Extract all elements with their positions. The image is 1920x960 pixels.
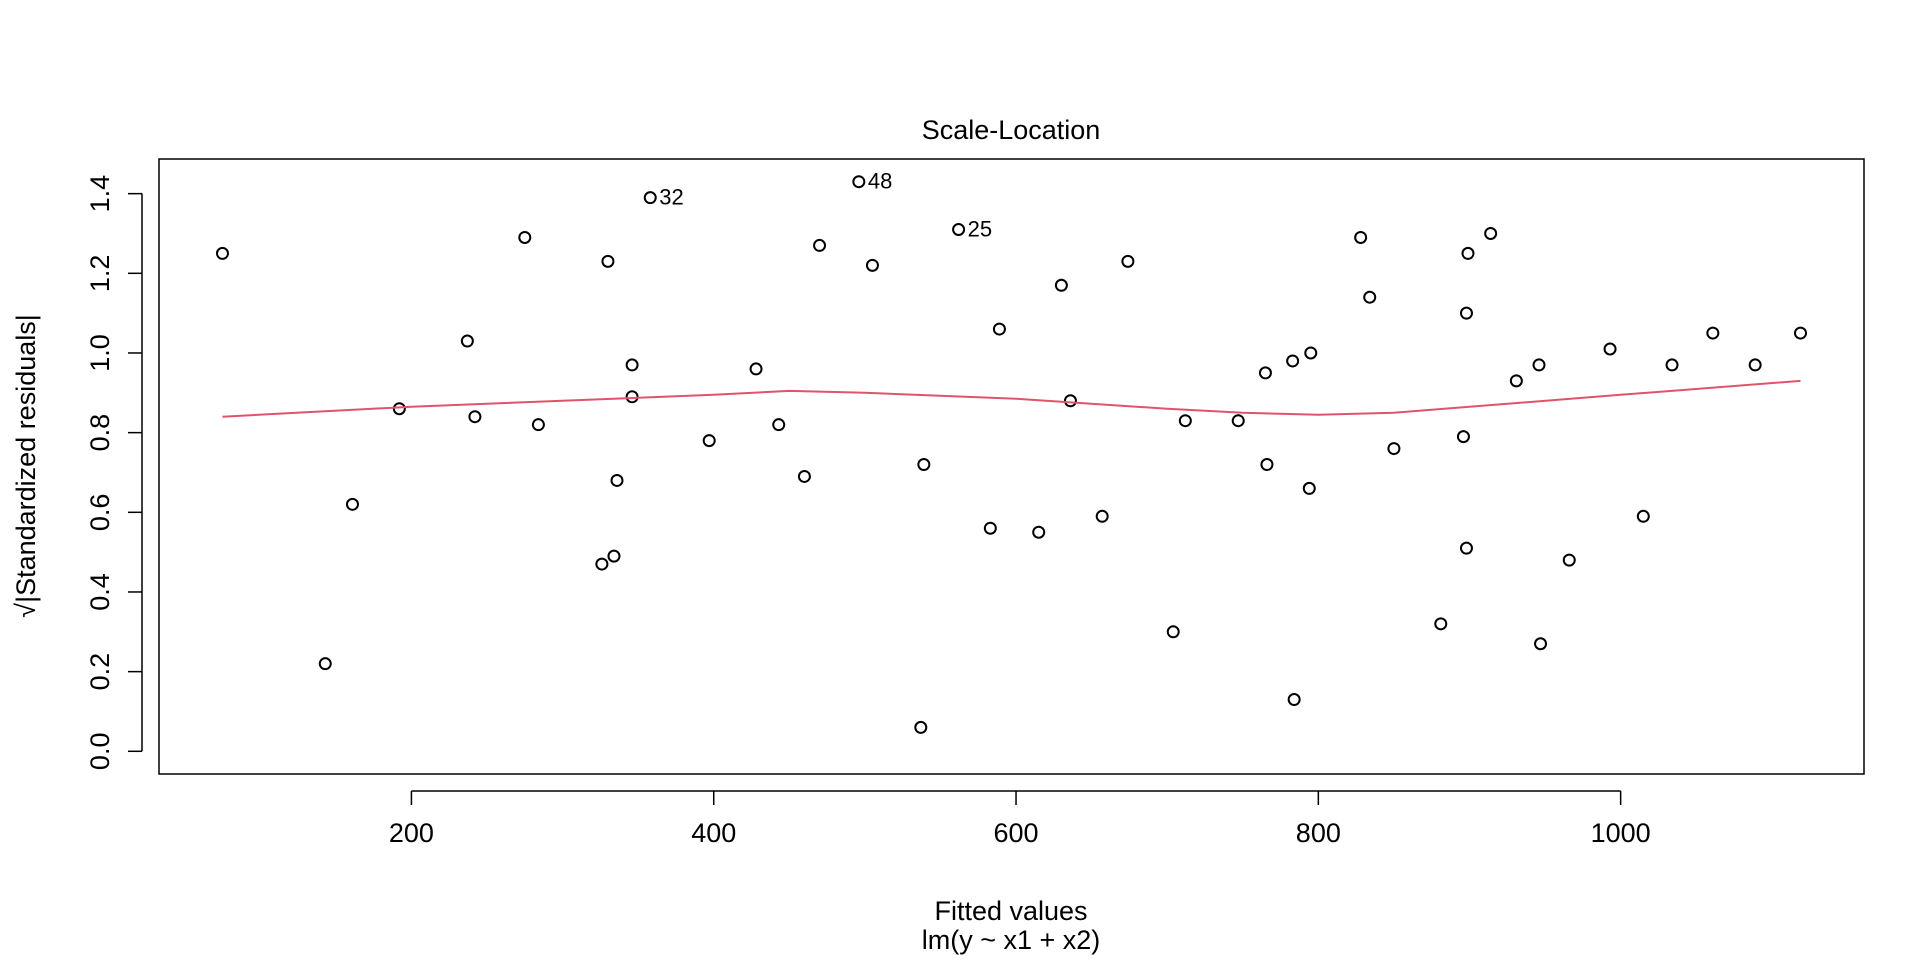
point [1054, 278, 1068, 292]
point [1178, 414, 1192, 428]
point [1562, 553, 1576, 567]
point [610, 473, 624, 487]
point [1363, 290, 1377, 304]
point [1461, 246, 1475, 260]
point [749, 362, 763, 376]
point [1532, 358, 1546, 372]
point [1434, 617, 1448, 631]
point [772, 418, 786, 432]
point [460, 334, 474, 348]
point [1287, 693, 1301, 707]
y-tick-label: 0.2 [85, 653, 115, 691]
point [1231, 414, 1245, 428]
point [1484, 226, 1498, 240]
chart-title: Scale-Location [922, 115, 1101, 145]
point [1302, 481, 1316, 495]
smoother-line [222, 379, 1801, 418]
x-tick-label: 800 [1296, 818, 1341, 848]
point [1258, 366, 1272, 380]
point [1260, 458, 1274, 472]
point [345, 497, 359, 511]
x-tick-label: 600 [994, 818, 1039, 848]
point [531, 418, 545, 432]
point [952, 223, 966, 237]
y-tick-label: 0.0 [85, 733, 115, 771]
point [607, 549, 621, 563]
point [1354, 230, 1368, 244]
x-tick-label: 1000 [1591, 818, 1651, 848]
y-tick-label: 1.2 [85, 255, 115, 293]
point [914, 720, 928, 734]
x-tick-label: 400 [691, 818, 736, 848]
y-axis-label: √|Standardized residuals| [11, 314, 41, 618]
point [518, 230, 532, 244]
point [1387, 442, 1401, 456]
point [1063, 394, 1077, 408]
point [917, 458, 931, 472]
point [1665, 358, 1679, 372]
point-label: 32 [659, 184, 683, 209]
point [702, 434, 716, 448]
point-label: 25 [968, 216, 992, 241]
subtitle: lm(y ~ x1 + x2) [922, 925, 1101, 955]
x-tick-label: 200 [389, 818, 434, 848]
point [1121, 254, 1135, 268]
y-tick-label: 1.4 [85, 175, 115, 213]
point [468, 410, 482, 424]
point [865, 258, 879, 272]
point [215, 246, 229, 260]
point [1032, 525, 1046, 539]
y-tick-label: 1.0 [85, 334, 115, 372]
point [625, 358, 639, 372]
point [1286, 354, 1300, 368]
y-tick-label: 0.6 [85, 494, 115, 532]
plot-frame [158, 158, 1865, 775]
point [318, 657, 332, 671]
point [1456, 430, 1470, 444]
point [1794, 326, 1808, 340]
point [1636, 509, 1650, 523]
point [983, 521, 997, 535]
point [852, 175, 866, 189]
point [1459, 306, 1473, 320]
point [392, 402, 406, 416]
x-axis-label: Fitted values [934, 896, 1087, 926]
point [1534, 637, 1548, 651]
point [625, 390, 639, 404]
point [797, 469, 811, 483]
point [1304, 346, 1318, 360]
point [992, 322, 1006, 336]
point [1706, 326, 1720, 340]
point [1509, 374, 1523, 388]
point-label: 48 [868, 169, 892, 194]
y-tick-label: 0.4 [85, 573, 115, 611]
point [1095, 509, 1109, 523]
point [1603, 342, 1617, 356]
point [1166, 625, 1180, 639]
point [813, 238, 827, 252]
point [1459, 541, 1473, 555]
point [601, 254, 615, 268]
point [1748, 358, 1762, 372]
point [595, 557, 609, 571]
y-tick-label: 0.8 [85, 414, 115, 452]
point [643, 191, 657, 205]
